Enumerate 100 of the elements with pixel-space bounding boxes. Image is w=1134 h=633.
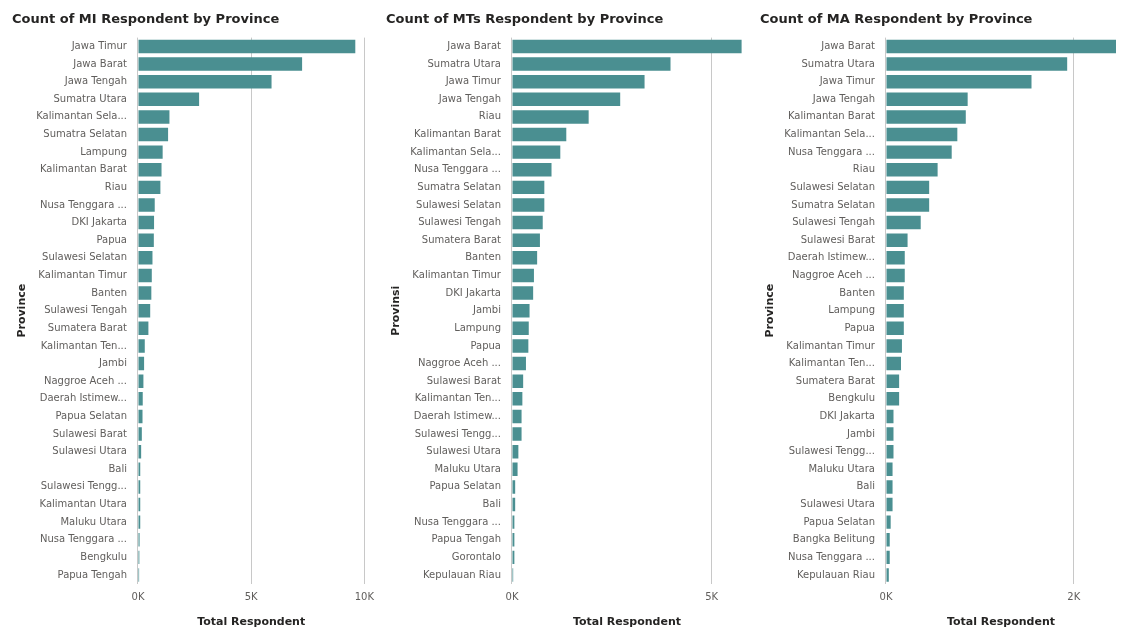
bar (886, 145, 952, 159)
y-tick-label: Papua (96, 233, 127, 245)
y-tick-label: Nusa Tenggara ... (787, 145, 875, 157)
bar (512, 233, 540, 247)
bar (512, 251, 538, 265)
y-tick-label: Papua Tengah (57, 568, 127, 580)
y-tick-label: DKI Jakarta (71, 216, 127, 228)
y-tick-label: Sulawesi Selatan (42, 251, 127, 263)
y-tick-label: Sumatra Utara (427, 57, 501, 69)
y-tick-label: Sumatra Selatan (791, 198, 875, 210)
bar (138, 145, 163, 159)
bar (886, 356, 901, 371)
y-tick-label: Jawa Timur (818, 75, 876, 87)
bar (886, 180, 930, 195)
bar (512, 268, 534, 283)
y-tick-label: Sulawesi Barat (52, 427, 128, 439)
bar (886, 533, 890, 547)
y-tick-label: Papua Selatan (429, 480, 501, 492)
bar (138, 268, 152, 283)
bar (886, 568, 889, 582)
bar (138, 110, 170, 124)
bar (886, 215, 921, 230)
x-axis-title: Total Respondent (197, 615, 306, 629)
bar (512, 92, 621, 107)
x-tick-label: 10K (354, 591, 375, 603)
y-tick-label: Jawa Tengah (437, 92, 501, 104)
y-tick-label: Sulawesi Tengg... (788, 445, 875, 457)
y-tick-label: Kalimantan Barat (413, 128, 502, 140)
x-axis-title: Total Respondent (572, 615, 682, 629)
y-tick-label: DKI Jakarta (819, 410, 875, 422)
y-tick-label: Sumatra Utara (801, 57, 875, 69)
y-tick-label: Sumatra Selatan (417, 180, 501, 192)
y-tick-label: Kalimantan Utara (39, 498, 127, 510)
y-axis-title: Province (15, 283, 29, 338)
bar (138, 392, 143, 406)
bar (886, 198, 930, 212)
chart-title: Count of MI Respondent by Province (12, 11, 280, 27)
bar (512, 198, 545, 212)
y-tick-label: Kalimantan Sela... (410, 145, 501, 157)
y-tick-label: Sumatera Barat (795, 374, 876, 386)
bar (138, 180, 161, 195)
bar (886, 233, 908, 247)
bar (512, 356, 526, 371)
y-tick-label: Sulawesi Barat (426, 374, 502, 386)
y-tick-label: Riau (478, 110, 501, 122)
x-tick-label: 5K (244, 591, 259, 603)
bar (138, 356, 145, 371)
bar (512, 392, 523, 406)
chart-title: Count of MTs Respondent by Province (386, 11, 664, 27)
y-tick-label: Lampung (80, 145, 127, 157)
y-tick-label: Kalimantan Sela... (36, 110, 127, 122)
y-tick-label: Sumatra Utara (53, 92, 127, 104)
bar (512, 444, 519, 459)
bar (512, 127, 567, 142)
bar (886, 339, 902, 353)
bar (138, 427, 142, 441)
bar (138, 92, 200, 107)
bar (886, 268, 905, 283)
bar (512, 39, 742, 54)
bar (512, 339, 529, 353)
bar (886, 427, 894, 441)
bar (512, 427, 522, 441)
y-tick-label: Sulawesi Tengah (44, 304, 127, 316)
y-tick-label: Sulawesi Selatan (416, 198, 501, 210)
y-tick-label: Sulawesi Utara (426, 445, 501, 457)
bar (886, 127, 958, 142)
bar (886, 321, 904, 336)
y-tick-label: Riau (104, 180, 127, 192)
bar (138, 39, 356, 54)
y-tick-label: Kalimantan Sela... (784, 128, 875, 140)
y-tick-label: Jambi (472, 304, 501, 316)
y-tick-label: Nusa Tenggara ... (39, 533, 127, 545)
y-tick-label: Kalimantan Ten... (40, 339, 127, 351)
y-tick-label: Papua Tengah (431, 533, 501, 545)
y-tick-label: Kalimantan Timur (412, 269, 502, 281)
y-tick-label: Bali (482, 498, 501, 510)
y-tick-label: Gorontalo (451, 550, 501, 562)
x-tick-label: 0K (505, 591, 519, 603)
bar (512, 215, 543, 230)
bar (886, 251, 905, 265)
y-tick-label: Sulawesi Barat (800, 233, 876, 245)
bar (886, 110, 966, 124)
bar (512, 145, 561, 159)
y-tick-label: Jawa Timur (444, 75, 502, 87)
y-tick-label: Jawa Tengah (811, 92, 875, 104)
bar (138, 163, 162, 177)
y-tick-label: Bengkulu (828, 392, 875, 404)
bar (512, 57, 671, 71)
x-axis-title: Total Respondent (946, 615, 1056, 629)
y-tick-label: Kalimantan Barat (787, 110, 876, 122)
y-axis-title: Provinsi (389, 285, 403, 336)
bar (886, 286, 904, 300)
y-tick-label: Bali (856, 480, 875, 492)
bar (512, 180, 545, 195)
x-tick-label: 5K (705, 591, 719, 603)
bar (886, 39, 1116, 54)
bar (138, 286, 152, 300)
y-tick-label: Kalimantan Timur (786, 339, 876, 351)
bar (886, 163, 938, 177)
bar (138, 251, 153, 265)
